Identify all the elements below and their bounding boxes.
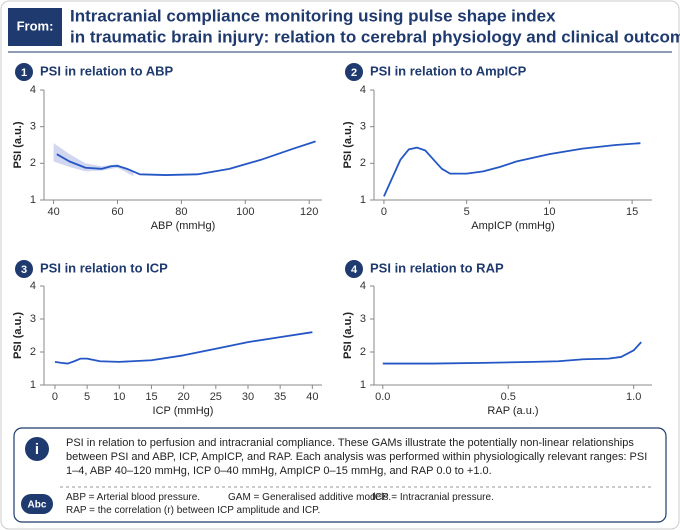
- x-axis-label: ABP (mmHg): [151, 220, 216, 232]
- y-tick-label: 4: [360, 84, 366, 96]
- title-line: Intracranial compliance monitoring using…: [70, 6, 556, 25]
- abbreviation: ICP = Intracranial pressure.: [372, 492, 494, 503]
- panel-title: PSI in relation to AmpICP: [370, 63, 527, 78]
- from-label: From:: [17, 18, 54, 33]
- panel-number-badge: [345, 260, 363, 278]
- y-axis-label: PSI (a.u.): [12, 312, 24, 359]
- y-tick-label: 1: [360, 194, 366, 206]
- x-tick-label: 20: [178, 391, 190, 403]
- x-tick-label: 10: [113, 391, 125, 403]
- x-tick-label: 35: [274, 391, 286, 403]
- x-tick-label: 0.0: [375, 391, 390, 403]
- y-tick-label: 3: [30, 313, 36, 325]
- abbreviation: ABP = Arterial blood pressure.: [66, 492, 201, 503]
- x-tick-label: 10: [543, 206, 555, 218]
- panel-number: 1: [21, 67, 27, 79]
- y-tick-label: 2: [360, 157, 366, 169]
- y-axis-label: PSI (a.u.): [342, 121, 354, 168]
- data-line: [54, 331, 313, 365]
- abbr-icon-text: Abc: [28, 500, 47, 511]
- x-tick-label: 80: [175, 206, 187, 218]
- panel-number: 4: [351, 264, 358, 276]
- x-tick-label: 0: [381, 206, 387, 218]
- panel-title: PSI in relation to ICP: [40, 260, 168, 275]
- x-tick-label: 15: [626, 206, 638, 218]
- y-axis-label: PSI (a.u.): [12, 121, 24, 168]
- x-tick-label: 0: [52, 391, 58, 403]
- x-tick-label: 15: [145, 391, 157, 403]
- panel-title: PSI in relation to ABP: [40, 63, 173, 78]
- y-tick-label: 1: [360, 379, 366, 391]
- data-line: [383, 142, 641, 197]
- x-tick-label: 1.0: [626, 391, 641, 403]
- x-tick-label: 0.5: [501, 391, 516, 403]
- y-tick-label: 4: [360, 280, 366, 292]
- panel-number: 2: [351, 67, 357, 79]
- x-axis-label: AmpICP (mmHg): [471, 220, 555, 232]
- x-tick-label: 120: [300, 206, 318, 218]
- panel-number-badge: [15, 260, 33, 278]
- y-axis-label: PSI (a.u.): [342, 312, 354, 359]
- y-tick-label: 3: [360, 313, 366, 325]
- x-tick-label: 60: [111, 206, 123, 218]
- panel-number-badge: [345, 63, 363, 81]
- x-tick-label: 25: [210, 391, 222, 403]
- abbreviation: RAP = the correlation (r) between ICP am…: [66, 505, 321, 516]
- x-tick-label: 100: [236, 206, 254, 218]
- x-tick-label: 5: [464, 206, 470, 218]
- x-axis-label: RAP (a.u.): [487, 405, 538, 417]
- panel-number-badge: [15, 63, 33, 81]
- y-tick-label: 1: [30, 194, 36, 206]
- panel-title: PSI in relation to RAP: [370, 260, 504, 275]
- y-tick-label: 4: [30, 280, 36, 292]
- x-axis-label: ICP (mmHg): [153, 405, 214, 417]
- data-line: [382, 341, 642, 365]
- y-tick-label: 2: [360, 346, 366, 358]
- x-tick-label: 40: [306, 391, 318, 403]
- info-text: PSI in relation to perfusion and intracr…: [66, 437, 648, 477]
- abbreviation: GAM = Generalised additive models.: [228, 492, 392, 503]
- panel-number: 3: [21, 264, 27, 276]
- x-tick-label: 40: [47, 206, 59, 218]
- x-tick-label: 30: [242, 391, 254, 403]
- abbr-icon: [21, 494, 53, 514]
- title-line: in traumatic brain injury: relation to c…: [70, 27, 680, 46]
- info-frame: [13, 427, 667, 523]
- y-tick-label: 3: [30, 121, 36, 133]
- y-tick-label: 2: [30, 346, 36, 358]
- y-tick-label: 2: [30, 157, 36, 169]
- x-tick-label: 5: [84, 391, 90, 403]
- info-icon: [25, 437, 49, 461]
- from-box: [8, 8, 62, 46]
- y-tick-label: 1: [30, 379, 36, 391]
- data-line: [56, 140, 316, 176]
- info-icon-text: i: [35, 441, 39, 458]
- y-tick-label: 3: [360, 121, 366, 133]
- y-tick-label: 4: [30, 84, 36, 96]
- confidence-band: [53, 143, 134, 177]
